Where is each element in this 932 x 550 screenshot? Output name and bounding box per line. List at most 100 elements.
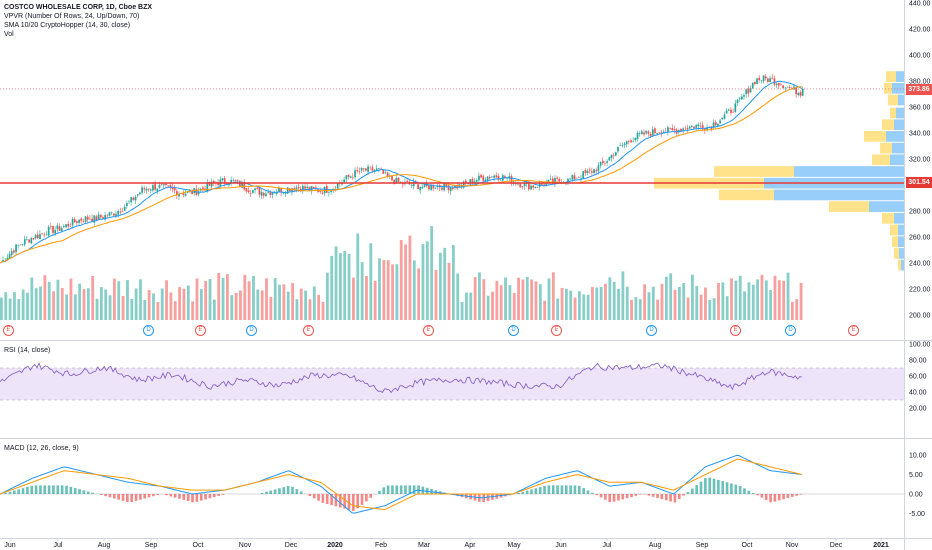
vp-up-bar [898,94,904,106]
macd-legend[interactable]: MACD (12, 26, close, 9) [4,444,79,453]
candle-body [291,188,293,193]
rsi-tick-label: 60.00 [909,374,927,381]
macd-histogram-bar [30,485,34,494]
candle-body [121,211,124,212]
candle-body [432,185,435,189]
hline-price-badge[interactable]: 301.54 [906,177,932,188]
volume-bar [99,287,103,320]
macd-histogram-bar [743,488,746,494]
volume-bar [243,274,247,320]
earnings-event-icon[interactable]: E [730,325,741,336]
volume-bar [186,285,190,320]
candle-body [156,188,159,191]
candle-body [717,123,719,127]
candle-body [334,188,337,190]
candle-body [428,185,430,190]
vol-label[interactable]: Vol [4,31,14,38]
candle-body [760,80,763,82]
candle-body [60,228,63,232]
vp-up-bar [899,248,904,259]
candle-body [145,188,148,191]
volume-bar [643,284,647,320]
vp-up-bar [892,142,904,154]
earnings-event-icon[interactable]: E [423,325,434,336]
dividend-event-icon[interactable]: D [143,325,154,336]
volume-bar [460,301,464,320]
candle-body [395,177,398,184]
candle-body [147,188,150,190]
volume-bar [134,288,138,320]
macd-label[interactable]: MACD (12, 26, close, 9) [4,445,79,452]
dividend-event-icon[interactable]: D [508,325,519,336]
candle-body [462,181,465,188]
candle-body [636,132,639,140]
candle-body [206,182,209,192]
vp-down-bar [864,131,886,142]
volume-bar [795,299,799,320]
dividend-event-icon[interactable]: D [646,325,657,336]
price-tick-label: 420.00 [909,27,931,34]
earnings-event-icon[interactable]: E [195,325,206,336]
dividend-event-icon[interactable]: D [246,325,257,336]
earnings-event-icon[interactable]: E [848,325,859,336]
vp-down-bar [888,94,898,106]
candle-body [21,244,24,245]
volume-bar [651,286,655,320]
candle-body [80,218,83,221]
dividend-event-icon[interactable]: D [785,325,796,336]
candle-body [223,178,226,184]
volume-bar [269,296,273,320]
volume-bar [356,233,360,320]
candle-body [365,168,367,171]
candle-body [549,178,552,180]
candle-body [784,87,787,89]
candle-body [569,178,572,180]
earnings-event-icon[interactable]: E [3,325,14,336]
vp-down-bar [892,236,898,248]
candle-body [645,130,648,134]
macd-histogram-bar [52,485,55,494]
candle-body [773,78,776,85]
sma-label[interactable]: SMA 10/20 CryptoHopper (14, 30, close) [4,22,131,29]
earnings-event-icon[interactable]: E [551,325,562,336]
macd-histogram-bar [325,494,329,504]
candle-body [547,179,550,182]
macd-histogram-bar [308,494,312,497]
volume-bar [65,294,69,320]
macd-histogram-bar [165,494,168,496]
macd-histogram-bar [334,494,338,507]
x-tick-label: Dec [285,542,298,549]
candle-body [45,234,48,236]
macd-histogram-bar [525,490,529,494]
volume-bar [221,278,225,320]
candle-body [762,75,765,82]
candle-body [634,137,637,141]
x-tick-label: Sep [696,542,709,549]
candle-body [86,216,89,220]
vpvr-label[interactable]: VPVR (Number Of Rows, 24, Up/Down, 70) [4,13,140,20]
candle-body [486,176,489,180]
candle-body [801,88,804,96]
macd-histogram-bar [360,494,364,505]
earnings-event-icon[interactable]: E [303,325,314,336]
volume-bar [747,282,751,320]
volume-bar [173,301,177,320]
candle-body [495,175,498,178]
volume-bar [760,274,764,320]
candle-body [269,191,272,195]
candle-body [738,98,741,100]
rsi-legend[interactable]: RSI (14, close) [4,346,50,355]
volume-bar [404,244,407,320]
candle-body [730,109,732,113]
candle-body [482,176,485,181]
candle-body [312,187,315,189]
vp-up-bar [894,119,904,131]
rsi-label[interactable]: RSI (14, close) [4,347,51,354]
candle-body [110,212,113,214]
candle-body [743,95,745,97]
candle-body [454,185,456,188]
macd-histogram-bar [173,494,177,498]
macd-histogram-bar [738,486,742,494]
volume-bar [730,278,733,320]
